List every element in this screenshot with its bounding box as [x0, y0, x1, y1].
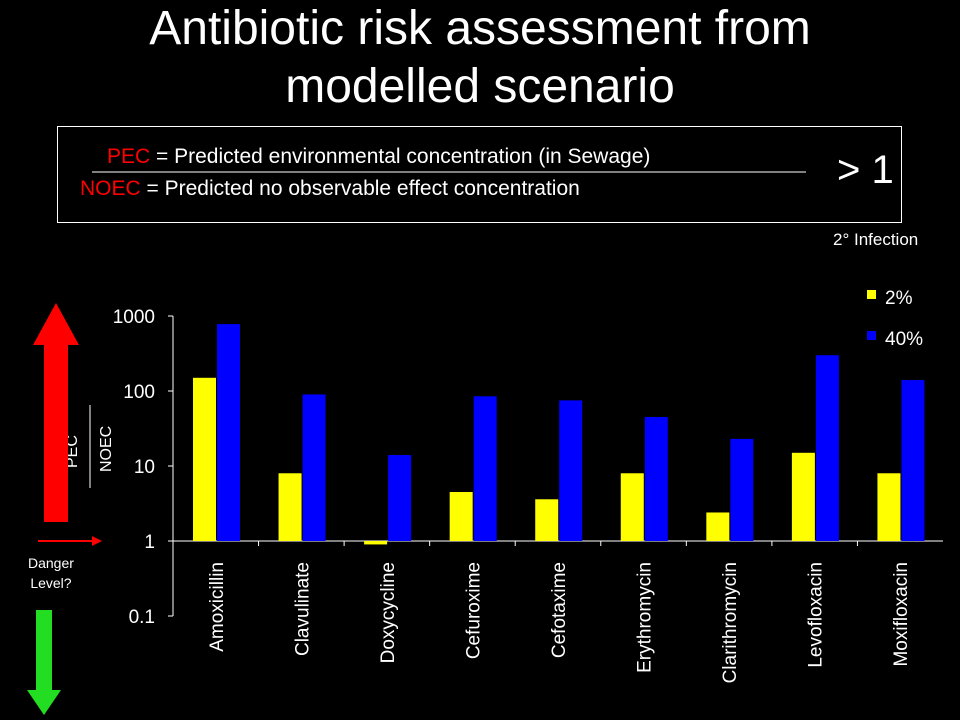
legend-label: 2% — [885, 288, 913, 309]
danger-level-label: Danger Level? — [28, 553, 74, 593]
bar-cefuroxime-40pct — [473, 396, 497, 541]
infection-label: 2° Infection — [833, 230, 919, 249]
y-tick-label: 10 — [134, 457, 155, 478]
bar-clarithromycin-2pct — [706, 512, 730, 541]
bar-clarithromycin-40pct — [730, 438, 754, 541]
x-tick-label: Doxycycline — [378, 562, 399, 663]
x-tick-label: Clarithromycin — [720, 562, 741, 683]
danger-line-1: Danger — [28, 555, 74, 571]
bar-amoxicillin-2pct — [193, 377, 216, 541]
pec-definition: PEC = Predicted environmental concentrat… — [107, 145, 650, 169]
page-title: Antibiotic risk assessment from modelled… — [0, 0, 960, 116]
noec-text: = Predicted no observable effect concent… — [140, 177, 580, 200]
definition-box — [57, 126, 902, 223]
danger-line-2: Level? — [30, 575, 72, 591]
y-tick-label: 100 — [123, 382, 155, 403]
bar-erythromycin-40pct — [644, 417, 668, 541]
y-tick-label: 1000 — [113, 307, 155, 328]
title-line-1: Antibiotic risk assessment from — [149, 2, 811, 55]
danger-up-arrow — [33, 303, 79, 522]
bar-doxycycline-40pct — [388, 455, 412, 541]
ratio-threshold: > 1 — [837, 148, 894, 192]
danger-direction-arrowhead — [92, 536, 102, 546]
x-tick-label: Cefotaxime — [549, 562, 570, 658]
bar-levofloxacin-40pct — [815, 355, 839, 541]
noec-definition: NOEC = Predicted no observable effect co… — [80, 177, 580, 201]
x-tick-label: Moxifloxacin — [891, 562, 912, 667]
bar-cefuroxime-2pct — [449, 492, 473, 541]
bar-moxifloxacin-2pct — [877, 473, 901, 541]
x-tick-label: Clavulinate — [292, 562, 313, 656]
title-line-2: modelled scenario — [285, 60, 675, 113]
bar-doxycycline-2pct — [364, 541, 388, 545]
noec-abbr: NOEC — [80, 177, 141, 200]
bar-cefotaxime-2pct — [535, 499, 559, 541]
pec-abbr: PEC — [107, 145, 151, 168]
bar-moxifloxacin-40pct — [901, 380, 925, 541]
x-tick-label: Levofloxacin — [806, 562, 827, 668]
bar-levofloxacin-2pct — [791, 452, 815, 541]
legend-swatch — [867, 331, 876, 340]
bar-clavulinate-40pct — [302, 394, 326, 541]
bar-amoxicillin-40pct — [217, 324, 240, 541]
bar-clavulinate-2pct — [278, 473, 302, 541]
y-tick-label: 1 — [144, 532, 155, 553]
y-tick-label: 0.1 — [129, 607, 155, 628]
bar-cefotaxime-40pct — [559, 400, 583, 541]
legend-swatch — [867, 290, 876, 299]
legend-label: 40% — [885, 329, 923, 350]
pec-text: = Predicted environmental concentration … — [150, 145, 651, 168]
bar-erythromycin-2pct — [620, 473, 644, 541]
x-tick-label: Erythromycin — [635, 562, 656, 673]
x-tick-label: Cefuroxime — [463, 562, 484, 659]
safe-down-arrow — [27, 610, 61, 715]
x-tick-label: Amoxicillin — [207, 562, 228, 652]
